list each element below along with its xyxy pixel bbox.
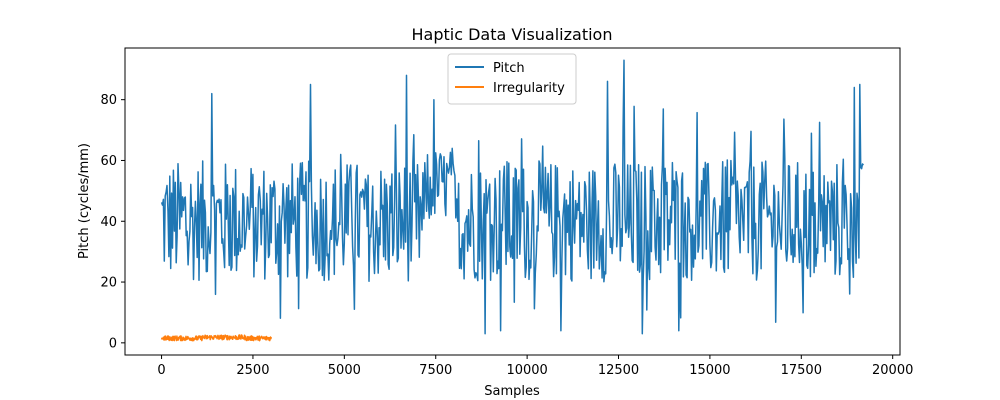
x-tick-label: 15000 xyxy=(689,363,730,378)
x-tick-label: 7500 xyxy=(419,363,452,378)
y-tick-label: 60 xyxy=(100,154,117,169)
y-tick-label: 20 xyxy=(100,276,117,291)
y-tick-label: 40 xyxy=(100,215,117,230)
series-line-irregularity xyxy=(160,334,272,342)
x-tick-label: 2500 xyxy=(236,363,269,378)
x-tick-label: 10000 xyxy=(506,363,547,378)
x-tick-label: 17500 xyxy=(781,363,822,378)
chart-title: Haptic Data Visualization xyxy=(412,25,613,44)
y-tick-label: 80 xyxy=(100,93,117,108)
legend-label-irregularity: Irregularity xyxy=(493,81,565,96)
x-axis: 0 2500 5000 7500 10000 12500 15000 17500 20000 xyxy=(157,355,913,378)
y-axis: 0 20 40 60 80 xyxy=(100,93,125,351)
y-tick-label: 0 xyxy=(109,336,117,351)
x-tick-label: 12500 xyxy=(598,363,639,378)
x-tick-label: 5000 xyxy=(328,363,361,378)
x-axis-label: Samples xyxy=(484,384,540,399)
series-line-pitch xyxy=(160,59,864,335)
legend-label-pitch: Pitch xyxy=(493,61,525,76)
plot-area xyxy=(124,47,901,356)
plot-frame xyxy=(124,47,901,356)
x-tick-label: 0 xyxy=(157,363,165,378)
y-axis-label: Pitch (cycles/mm) xyxy=(77,143,92,259)
legend: Pitch Irregularity xyxy=(447,53,577,105)
x-tick-label: 20000 xyxy=(872,363,913,378)
